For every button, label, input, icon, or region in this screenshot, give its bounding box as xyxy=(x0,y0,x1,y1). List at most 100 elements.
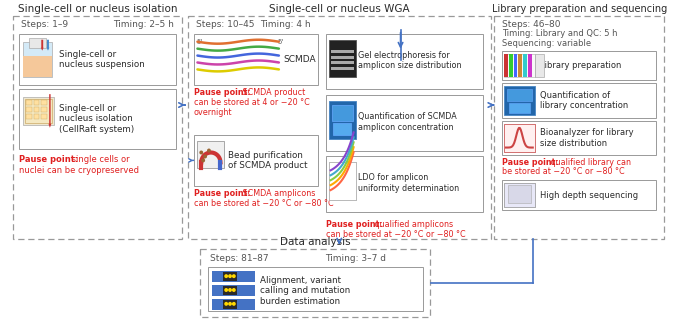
Bar xyxy=(329,162,356,200)
Text: Timing: 2–5 h: Timing: 2–5 h xyxy=(114,20,175,29)
Text: Bioanalyzer for library
size distribution: Bioanalyzer for library size distributio… xyxy=(540,128,634,148)
Bar xyxy=(194,34,318,85)
Bar xyxy=(334,123,351,135)
Bar xyxy=(504,124,535,153)
Bar xyxy=(200,249,430,317)
Circle shape xyxy=(224,288,228,292)
Circle shape xyxy=(228,274,232,278)
Text: Timing: 4 h: Timing: 4 h xyxy=(260,20,310,29)
Text: Quantification of SCMDA
amplicon concentration: Quantification of SCMDA amplicon concent… xyxy=(358,112,457,131)
Text: qualified amplicons: qualified amplicons xyxy=(372,220,453,229)
Bar xyxy=(329,162,356,200)
Text: can be stored at −20 °C or −80 °C: can be stored at −20 °C or −80 °C xyxy=(326,230,465,239)
Circle shape xyxy=(232,288,236,292)
Bar xyxy=(23,97,53,125)
Text: Library preparation and sequencing: Library preparation and sequencing xyxy=(492,4,667,14)
Text: Single-cell or nucleus isolation: Single-cell or nucleus isolation xyxy=(18,4,177,14)
Bar xyxy=(197,141,224,168)
Bar xyxy=(26,114,32,119)
Text: nuclei can be cryopreserved: nuclei can be cryopreserved xyxy=(19,166,139,175)
Bar xyxy=(223,286,237,295)
Bar xyxy=(331,50,353,52)
Text: Steps: 10–45: Steps: 10–45 xyxy=(195,20,254,29)
Bar xyxy=(504,124,535,153)
Text: Pause point:: Pause point: xyxy=(194,88,250,97)
Bar xyxy=(508,185,531,203)
Bar xyxy=(502,180,656,210)
Circle shape xyxy=(228,288,232,292)
Bar xyxy=(509,53,512,77)
Bar xyxy=(329,40,356,77)
Bar xyxy=(504,53,508,77)
Text: SCMDA amplicons: SCMDA amplicons xyxy=(240,189,315,198)
Bar xyxy=(208,267,423,311)
Bar xyxy=(504,86,535,115)
Circle shape xyxy=(224,302,228,306)
Text: Steps: 81–87: Steps: 81–87 xyxy=(210,254,269,263)
Bar xyxy=(14,16,182,239)
Text: Alignment, variant
calling and mutation
burden estimation: Alignment, variant calling and mutation … xyxy=(260,276,350,306)
Bar xyxy=(326,34,483,89)
Circle shape xyxy=(232,302,236,306)
Bar xyxy=(331,55,353,59)
Text: Quantification of
library concentration: Quantification of library concentration xyxy=(540,91,629,110)
Bar xyxy=(23,42,52,77)
Bar xyxy=(504,53,535,77)
Bar xyxy=(41,114,47,119)
Bar xyxy=(223,272,237,281)
Bar xyxy=(504,183,535,207)
Bar xyxy=(519,53,522,77)
Bar xyxy=(194,135,318,186)
Text: Timing: 3–7 d: Timing: 3–7 d xyxy=(325,254,386,263)
Bar xyxy=(19,89,176,149)
Bar xyxy=(212,271,255,282)
Circle shape xyxy=(207,149,211,153)
Circle shape xyxy=(201,158,205,162)
Text: can be stored at 4 or −20 °C: can be stored at 4 or −20 °C xyxy=(194,98,310,107)
Bar xyxy=(504,86,535,115)
Circle shape xyxy=(224,274,228,278)
Text: Library preparation: Library preparation xyxy=(540,61,622,70)
Bar xyxy=(329,40,356,77)
Bar xyxy=(502,83,656,118)
Bar xyxy=(502,51,656,80)
Circle shape xyxy=(199,151,203,155)
Bar xyxy=(26,100,32,105)
Text: single cells or: single cells or xyxy=(69,156,129,164)
Text: 5': 5' xyxy=(197,39,203,45)
Text: Single-cell or
nucleus isolation
(CellRaft system): Single-cell or nucleus isolation (CellRa… xyxy=(60,104,135,134)
Text: Steps: 46–80: Steps: 46–80 xyxy=(502,20,560,29)
Bar xyxy=(212,285,255,296)
Text: High depth sequencing: High depth sequencing xyxy=(540,190,638,200)
Text: Data analysis: Data analysis xyxy=(280,237,351,247)
Bar xyxy=(25,99,52,123)
Text: be stored at −20 °C or −80 °C: be stored at −20 °C or −80 °C xyxy=(502,167,625,176)
Bar xyxy=(535,53,545,77)
Text: Bead purification
of SCMDA product: Bead purification of SCMDA product xyxy=(228,151,308,170)
Bar xyxy=(34,114,39,119)
Bar xyxy=(188,16,490,239)
Bar xyxy=(326,156,483,212)
Bar xyxy=(26,107,32,112)
Bar xyxy=(509,103,530,113)
Text: Pause point:: Pause point: xyxy=(502,158,559,168)
Bar xyxy=(331,62,353,65)
Bar xyxy=(332,105,353,121)
Bar xyxy=(528,53,532,77)
Text: overnight: overnight xyxy=(194,108,232,117)
Text: 5': 5' xyxy=(278,39,284,45)
Text: Steps: 1–9: Steps: 1–9 xyxy=(21,20,68,29)
Bar xyxy=(41,100,47,105)
Bar xyxy=(502,121,656,156)
Text: Single-cell or nucleus WGA: Single-cell or nucleus WGA xyxy=(269,4,410,14)
Bar xyxy=(326,95,483,151)
Text: SCMDA: SCMDA xyxy=(284,55,316,64)
Bar xyxy=(223,300,237,309)
Bar xyxy=(19,34,176,85)
Text: LDO for amplicon
uniformity determination: LDO for amplicon uniformity determinatio… xyxy=(358,173,460,193)
Text: Gel electrophoresis for
amplicon size distribution: Gel electrophoresis for amplicon size di… xyxy=(358,51,462,70)
FancyArrow shape xyxy=(47,40,49,51)
Bar xyxy=(514,53,517,77)
Bar xyxy=(329,101,356,139)
Bar xyxy=(23,55,52,77)
